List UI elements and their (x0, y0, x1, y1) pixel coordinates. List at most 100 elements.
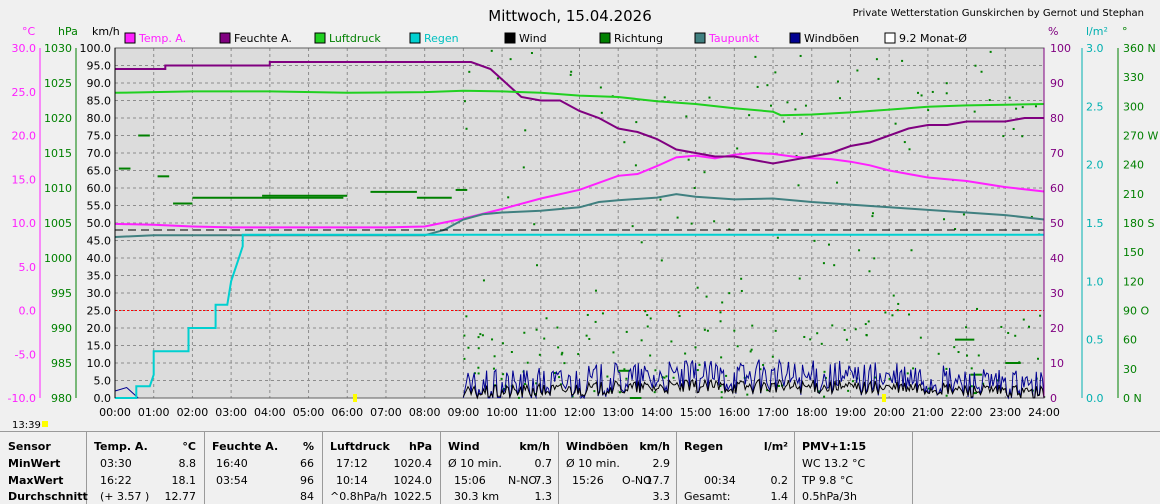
temp-min-time: 03:30 (100, 457, 132, 470)
direction-point (766, 389, 769, 392)
series-temp-a- (114, 151, 1045, 229)
hum-column: Feuchte A. % 16:40 66 03:54 96 84 (204, 432, 323, 504)
tick-label-rain: 1.5 (1086, 217, 1104, 230)
tick-label-dir: 30 (1123, 363, 1137, 376)
direction-point (824, 376, 827, 379)
wind-max-time: 15:06 (454, 474, 486, 487)
row-label-min: MinWert (8, 457, 61, 470)
press-max-value: 1024.0 (393, 474, 433, 487)
direction-point (719, 320, 722, 323)
rain-total-label: Gesamt: (684, 490, 731, 503)
tick-label-rain: 0.0 (1086, 392, 1104, 405)
direction-point (976, 307, 979, 310)
direction-point (884, 311, 887, 314)
direction-point (927, 387, 930, 390)
tick-label-dir: 180 S (1123, 217, 1154, 230)
press-min-time: 17:12 (336, 457, 368, 470)
tick-label-wind: 40.0 (87, 252, 112, 265)
x-tick-label: 23:00 (989, 406, 1021, 419)
tick-label-press: 1005 (44, 217, 72, 230)
press-unit: hPa (408, 440, 432, 453)
legend-swatch (789, 32, 801, 44)
rain-total-value: 1.4 (770, 490, 789, 503)
tick-label-wind: 25.0 (87, 305, 112, 318)
time-marker-icon (42, 421, 48, 427)
direction-point (594, 289, 597, 292)
tick-label-wind: 70.0 (87, 147, 112, 160)
direction-point (467, 346, 470, 349)
row-label-max: MaxWert (8, 474, 64, 487)
rain-column: Regen l/m² 00:34 0.2 Gesamt: 1.4 (676, 432, 795, 504)
x-tick-label: 05:00 (293, 406, 325, 419)
gust-avg-value: 3.3 (652, 490, 671, 503)
direction-point (479, 333, 482, 336)
direction-point (720, 396, 723, 399)
direction-point (854, 328, 857, 331)
direction-point (654, 369, 657, 372)
direction-point (561, 351, 564, 354)
temp-avg-note: (+ 3.57 ) (100, 490, 150, 503)
tick-label-wind: 55.0 (87, 200, 112, 213)
legend-swatch (884, 32, 896, 44)
direction-point (670, 340, 673, 343)
tick-label-press: 1020 (44, 112, 72, 125)
direction-point (558, 376, 561, 379)
direction-point (492, 367, 495, 370)
sunset-marker-icon (882, 394, 886, 402)
legend-label: Wind (519, 32, 547, 45)
direction-point (838, 97, 841, 100)
direction-point (678, 314, 681, 317)
wind-distance: 30.3 km (454, 490, 500, 503)
tick-label-wind: 50.0 (87, 217, 112, 230)
direction-point (728, 228, 731, 231)
direction-point (588, 337, 591, 340)
gust-title: Windböen (566, 440, 629, 453)
direction-point (557, 346, 560, 349)
direction-point (703, 171, 706, 174)
direction-point (798, 277, 801, 280)
direction-point (713, 220, 716, 223)
direction-point (500, 377, 503, 380)
x-tick-label: 01:00 (138, 406, 170, 419)
tick-label-wind: 45.0 (87, 235, 112, 248)
direction-point (864, 323, 867, 326)
direction-point (989, 50, 992, 53)
gust-min-value: 2.9 (652, 457, 671, 470)
direction-point (1015, 107, 1018, 110)
direction-point (534, 393, 537, 396)
tick-label-wind: 10.0 (87, 357, 112, 370)
wind-min-value: 0.7 (534, 457, 553, 470)
tick-label-hum: 90 (1050, 77, 1064, 90)
tick-label-dir: 270 W (1123, 130, 1158, 143)
hum-max-time: 03:54 (216, 474, 248, 487)
tick-label-press: 1030 (44, 42, 72, 55)
rain-title: Regen (684, 440, 724, 453)
direction-point (477, 366, 480, 369)
series-luftdruck (114, 89, 1045, 117)
direction-point (553, 372, 556, 375)
direction-point (463, 100, 466, 103)
direction-point (910, 249, 913, 252)
direction-point (477, 336, 480, 339)
wind-series (462, 378, 1045, 400)
direction-point (570, 70, 573, 73)
direction-point (501, 342, 504, 345)
direction-point (945, 82, 948, 85)
direction-point (970, 385, 973, 388)
direction-point (769, 104, 772, 107)
direction-point (851, 380, 854, 383)
direction-point (1028, 325, 1031, 328)
tick-label-rain: 0.5 (1086, 334, 1104, 347)
hum-min-time: 16:40 (216, 457, 248, 470)
legend: Temp. A. Feuchte A. Luftdruck Regen Wind Rich… (124, 32, 967, 45)
direction-point (977, 354, 980, 357)
direction-point (687, 158, 690, 161)
direction-point (640, 241, 643, 244)
direction-point (966, 354, 969, 357)
direction-point (524, 129, 527, 132)
direction-point (694, 346, 697, 349)
direction-point (503, 387, 506, 390)
direction-point (868, 270, 871, 273)
axis-label-rain: l/m² (1086, 25, 1108, 38)
tick-label-wind: 5.0 (94, 375, 112, 388)
